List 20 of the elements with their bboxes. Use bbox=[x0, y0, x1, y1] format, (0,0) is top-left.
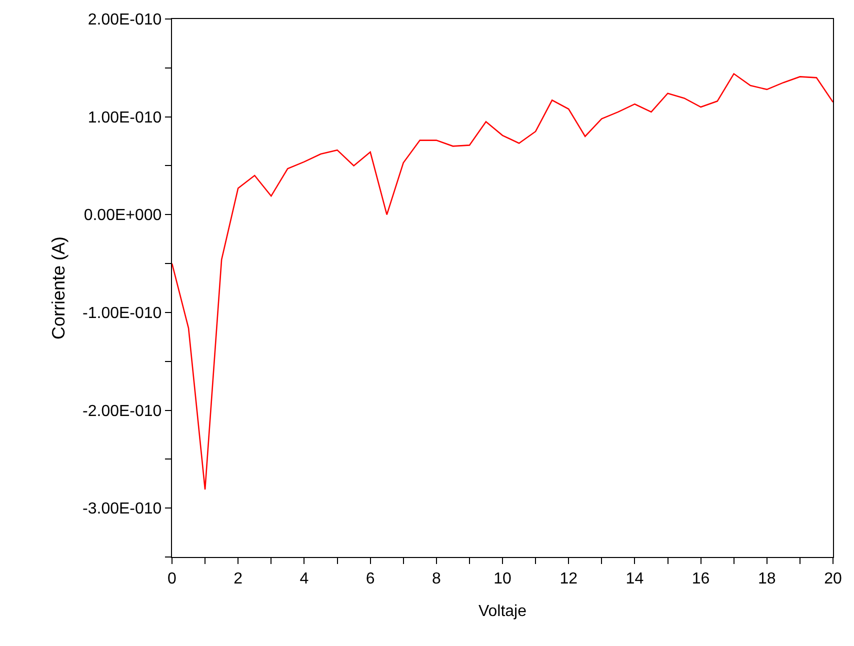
x-tick-label: 12 bbox=[560, 570, 578, 588]
y-tick-label: -2.00E-010 bbox=[82, 402, 162, 420]
x-tick-label: 2 bbox=[234, 570, 243, 588]
y-axis-title: Corriente (A) bbox=[48, 236, 69, 340]
x-tick-label: 4 bbox=[300, 570, 309, 588]
y-tick-label: 1.00E-010 bbox=[88, 109, 162, 126]
y-tick-label: -1.00E-010 bbox=[82, 305, 162, 322]
x-tick-label: 8 bbox=[432, 570, 441, 588]
y-tick-label: -3.00E-010 bbox=[82, 500, 162, 518]
x-tick-label: 20 bbox=[824, 570, 842, 588]
x-tick-label: 14 bbox=[626, 570, 644, 588]
y-tick-label: 0.00E+000 bbox=[84, 207, 162, 224]
x-tick-label: 16 bbox=[692, 570, 710, 588]
x-tick-label: 10 bbox=[494, 570, 512, 588]
y-tick-label: 2.00E-010 bbox=[88, 12, 162, 29]
x-tick-label: 18 bbox=[758, 570, 776, 588]
x-axis-title: Voltaje bbox=[478, 603, 527, 620]
line-series bbox=[172, 73, 833, 490]
x-tick-label: 0 bbox=[168, 570, 177, 588]
x-tick-label: 6 bbox=[366, 570, 375, 588]
